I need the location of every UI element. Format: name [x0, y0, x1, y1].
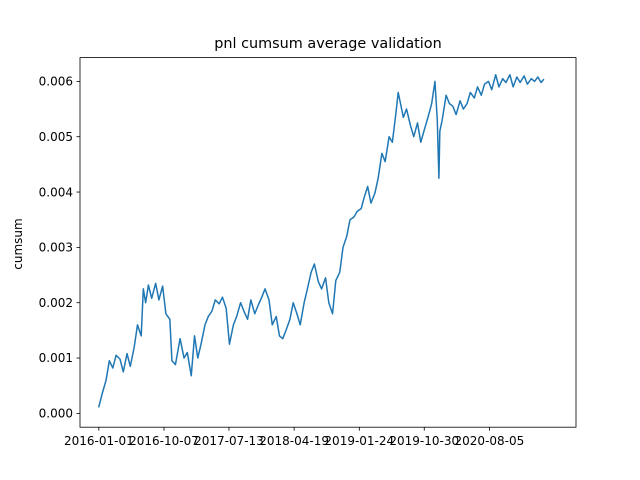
- y-tick-label: 0.006: [39, 75, 73, 89]
- y-tick-label: 0.003: [39, 241, 73, 255]
- x-axis: 2016-01-012016-10-072017-07-132018-04-19…: [64, 427, 524, 448]
- series-line-0: [97, 74, 545, 408]
- y-axis-label: cumsum: [11, 218, 25, 269]
- x-tick-label: 2020-08-05: [455, 434, 525, 448]
- x-tick-label: 2016-10-07: [129, 434, 199, 448]
- y-axis: 0.000 0.001 0.002 0.003 0.004 0.005 0.006: [39, 75, 80, 421]
- x-tick-label: 2019-01-24: [324, 434, 394, 448]
- x-tick-label: 2019-10-30: [389, 434, 459, 448]
- chart-title: pnl cumsum average validation: [214, 36, 441, 52]
- x-tick-label: 2018-04-19: [259, 434, 329, 448]
- x-tick-label: 2017-07-13: [194, 434, 264, 448]
- y-tick-label: 0.004: [39, 185, 73, 199]
- plot-area: [97, 74, 545, 408]
- y-tick-label: 0.001: [39, 351, 73, 365]
- y-tick-label: 0.002: [39, 296, 73, 310]
- y-tick-label: 0.000: [39, 407, 73, 421]
- x-tick-label: 2016-01-01: [64, 434, 134, 448]
- y-tick-label: 0.005: [39, 130, 73, 144]
- axes-frame: [79, 57, 577, 428]
